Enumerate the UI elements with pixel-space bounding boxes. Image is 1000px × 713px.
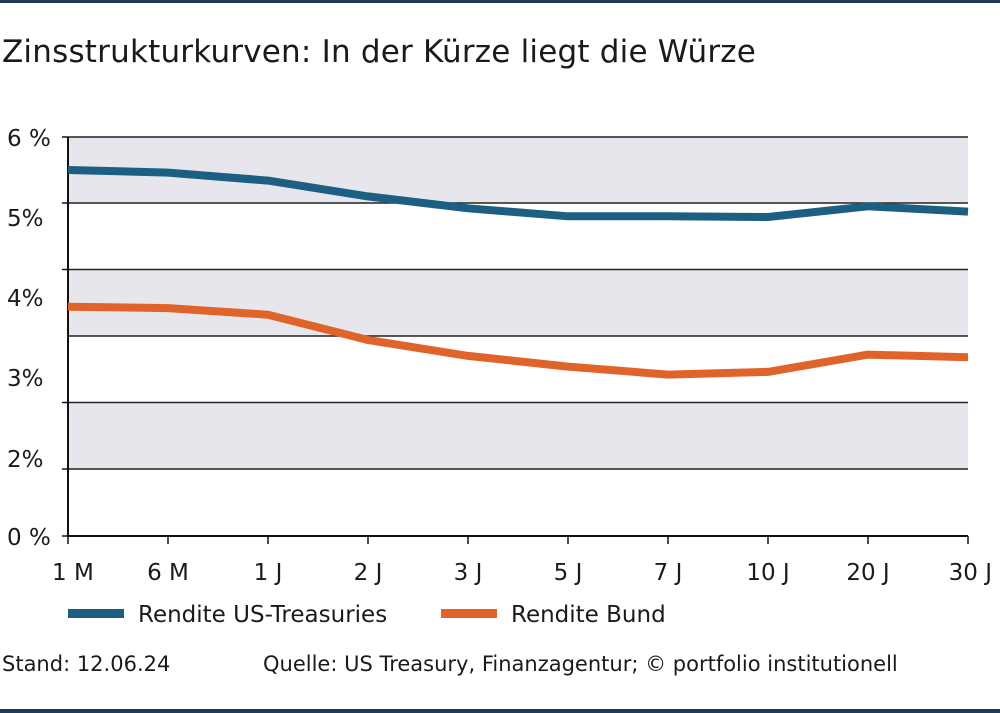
y-tick-labels: 6 % 5% 4% 3% 2% 0 % [7, 126, 51, 551]
y-tick-label: 3% [7, 366, 44, 392]
background-band [68, 402, 968, 469]
legend-label: Rendite Bund [511, 602, 666, 628]
top-rule [0, 0, 1000, 3]
stand-date: Stand: 12.06.24 [2, 652, 171, 676]
y-tick-label: 5% [7, 206, 44, 232]
x-tick-label: 5 J [554, 560, 583, 586]
axes [62, 136, 969, 544]
background-bands [68, 137, 968, 469]
series-line-us-treasuries [67, 166, 969, 221]
x-tick-label: 30 J [949, 560, 992, 586]
series-lines [67, 166, 969, 379]
gridlines [68, 136, 968, 470]
x-tick-label: 6 M [147, 560, 189, 586]
x-tick-label: 10 J [746, 560, 789, 586]
x-tick-label: 1 M [52, 560, 94, 586]
x-tick-labels: 1 M 6 M 1 J 2 J 3 J 5 J 7 J 10 J 20 J 30 J [52, 560, 992, 586]
x-tick-label: 7 J [654, 560, 683, 586]
bottom-rule [0, 709, 1000, 713]
chart-title: Zinsstrukturkurven: In der Kürze liegt d… [2, 34, 757, 70]
series-line-bund [67, 302, 969, 379]
source-note: Quelle: US Treasury, Finanzagentur; © po… [263, 652, 898, 676]
y-tick-label: 4% [7, 286, 44, 312]
y-tick-label: 2% [7, 447, 44, 473]
legend-swatch [68, 609, 124, 618]
x-tick-label: 2 J [354, 560, 383, 586]
x-tick-label: 1 J [254, 560, 283, 586]
y-tick-label: 0 % [7, 525, 51, 551]
x-tick-label: 20 J [846, 560, 889, 586]
x-tick-label: 3 J [454, 560, 483, 586]
legend-swatch [441, 609, 497, 618]
legend: Rendite US-Treasuries Rendite Bund [68, 602, 666, 628]
y-tick-label: 6 % [7, 126, 51, 152]
background-band [68, 137, 968, 203]
background-band [68, 269, 968, 336]
legend-label: Rendite US-Treasuries [138, 602, 387, 628]
